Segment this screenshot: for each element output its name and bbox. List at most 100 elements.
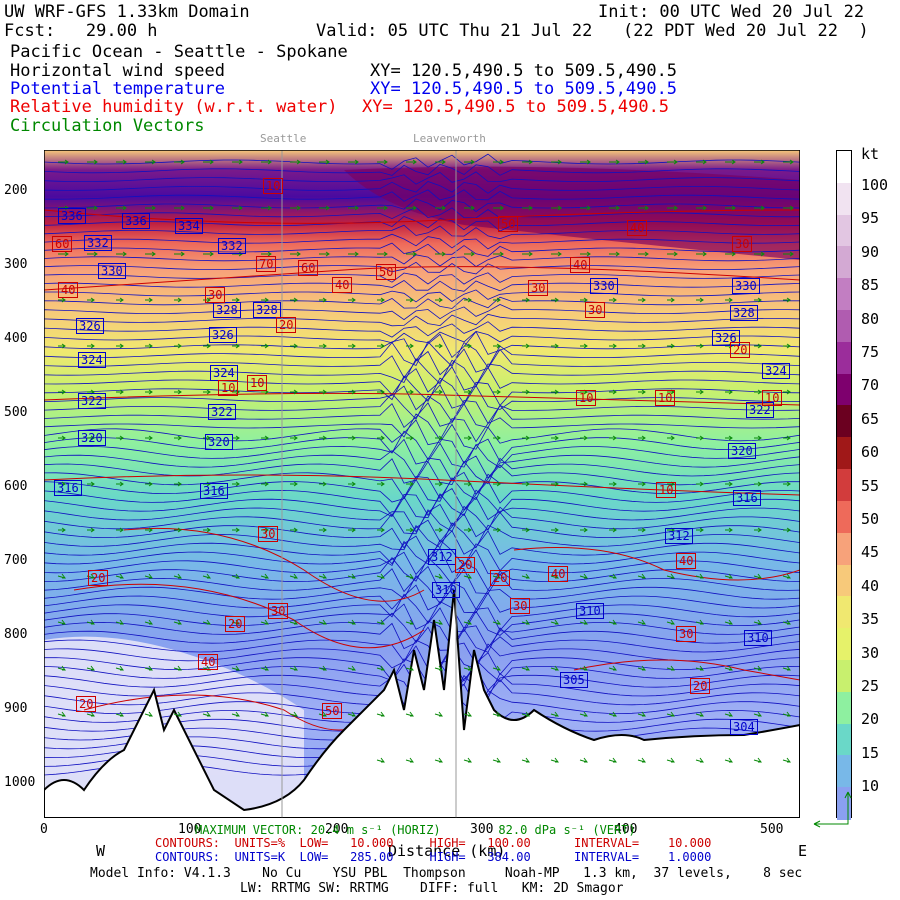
theta-contour-line <box>44 575 800 611</box>
circulation-vector <box>318 665 327 671</box>
colorbar-label: 20 <box>861 710 880 729</box>
circulation-vector <box>406 251 417 257</box>
circulation-vector <box>58 159 69 165</box>
circulation-vector <box>405 711 414 717</box>
circulation-vector <box>783 251 794 257</box>
circulation-vector <box>203 343 211 349</box>
theta-label: 328 <box>213 302 241 318</box>
rh-label: 30 <box>676 626 697 642</box>
theta-contour-line <box>44 272 800 285</box>
circulation-vector <box>231 711 240 717</box>
rh-label: 20 <box>690 678 711 694</box>
colorbar-label: 15 <box>861 743 880 762</box>
theta-label: 305 <box>560 672 588 688</box>
theta-label: 326 <box>209 327 237 343</box>
circulation-vector <box>754 251 765 257</box>
theta-contour-line <box>44 539 800 572</box>
circulation-vector <box>290 343 298 349</box>
colorbar-segment <box>837 278 851 312</box>
rh-label: 30 <box>585 302 606 318</box>
circulation-vector <box>319 343 327 349</box>
rh-label: 30 <box>732 236 753 252</box>
colorbar-unit: kt <box>861 145 880 163</box>
circulation-vector <box>319 205 330 211</box>
theta-contour-line <box>44 331 800 344</box>
theta-label: 326 <box>712 330 740 346</box>
circulation-vector <box>145 435 153 441</box>
circulation-vector <box>666 757 675 763</box>
theta-label: 336 <box>58 208 86 224</box>
circulation-vector <box>608 619 617 625</box>
colorbar-segment <box>837 437 851 471</box>
circulation-vector <box>464 251 475 257</box>
circulation-vector <box>522 527 530 533</box>
colorbar-label: 10 <box>861 777 880 796</box>
circulation-vector <box>493 527 501 533</box>
circulation-vector <box>87 159 98 165</box>
circulation-vector <box>551 481 559 487</box>
circulation-vector <box>348 389 356 395</box>
circulation-vector <box>144 711 153 717</box>
circulation-vector <box>376 757 385 763</box>
init-time: Init: 00 UTC Wed 20 Jul 22 <box>598 2 865 22</box>
circulation-vector <box>203 527 211 533</box>
circulation-vector <box>783 205 794 211</box>
circulation-vector <box>376 573 385 579</box>
circulation-vector <box>232 297 240 303</box>
circulation-vector <box>521 665 530 671</box>
y-tick: 800 <box>4 627 28 642</box>
circulation-vector <box>231 665 240 671</box>
circulation-vector <box>319 159 330 165</box>
circulation-vector <box>609 297 617 303</box>
circulation-vector <box>551 343 559 349</box>
theta-contour-line <box>44 224 800 240</box>
colorbar-segment <box>837 532 851 566</box>
circulation-vector <box>144 619 153 625</box>
circulation-vector <box>695 619 704 625</box>
circulation-vector <box>348 435 356 441</box>
circulation-vector <box>145 205 156 211</box>
location-seattle: Seattle <box>260 132 307 145</box>
circulation-vector <box>290 251 301 257</box>
circulation-vector <box>725 435 733 441</box>
circulation-vector <box>116 343 124 349</box>
field-theta-xy: XY= 120.5,490.5 to 509.5,490.5 <box>370 79 678 99</box>
y-tick: 500 <box>4 405 28 420</box>
circulation-vector <box>318 619 327 625</box>
circulation-vector <box>434 757 443 763</box>
circulation-vector <box>696 435 704 441</box>
colorbar-label: 65 <box>861 409 880 428</box>
model-title: UW WRF-GFS 1.33km Domain <box>4 2 250 22</box>
circulation-vector <box>435 435 443 441</box>
circulation-vector <box>783 297 791 303</box>
circulation-vector <box>666 711 675 717</box>
circulation-vector <box>783 435 791 441</box>
circulation-vector <box>724 757 733 763</box>
circulation-vector <box>376 619 385 625</box>
circulation-vector <box>406 435 414 441</box>
circulation-vector <box>638 159 649 165</box>
circulation-vector <box>754 297 762 303</box>
circulation-vector <box>492 665 501 671</box>
rh-label: 30 <box>268 603 289 619</box>
circulation-vector <box>86 665 95 671</box>
theta-label: 332 <box>84 235 112 251</box>
circulation-vector <box>638 297 646 303</box>
rh-label: 20 <box>730 342 751 358</box>
circulation-vector <box>725 389 733 395</box>
theta-contour-line <box>44 304 800 321</box>
circulation-vector <box>290 481 298 487</box>
circulation-vector <box>696 527 704 533</box>
rh-label: 10 <box>655 390 676 406</box>
theta-contour-line <box>44 593 800 632</box>
theta-contour-line <box>44 612 800 649</box>
theta-contour-line <box>44 289 800 303</box>
circulation-vector <box>58 481 66 487</box>
circulation-vector <box>724 711 733 717</box>
colorbar-segment <box>837 341 851 375</box>
circulation-vector <box>609 389 617 395</box>
circulation-vector <box>754 435 762 441</box>
rh-label: 20 <box>88 570 109 586</box>
circulation-vector <box>173 619 182 625</box>
circulation-vector <box>173 573 182 579</box>
